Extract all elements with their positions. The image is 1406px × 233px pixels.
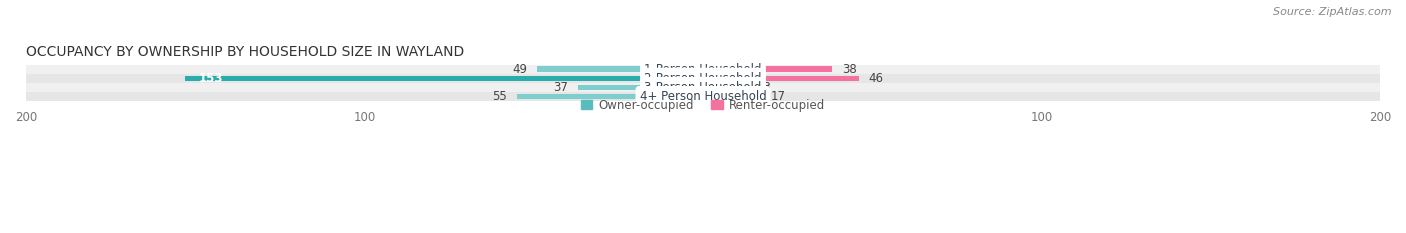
Bar — [703, 66, 831, 72]
Bar — [27, 83, 1379, 92]
Text: 17: 17 — [770, 90, 786, 103]
Bar — [517, 94, 703, 99]
Text: 2-Person Household: 2-Person Household — [644, 72, 762, 85]
Text: 38: 38 — [842, 63, 856, 76]
Bar — [703, 85, 747, 90]
Text: 153: 153 — [198, 72, 224, 85]
Text: 1-Person Household: 1-Person Household — [644, 63, 762, 76]
Legend: Owner-occupied, Renter-occupied: Owner-occupied, Renter-occupied — [576, 94, 830, 116]
Text: 4+ Person Household: 4+ Person Household — [640, 90, 766, 103]
Bar — [703, 94, 761, 99]
Bar — [27, 92, 1379, 101]
Text: 13: 13 — [758, 81, 772, 94]
Bar — [703, 75, 859, 81]
Bar — [537, 66, 703, 72]
Text: 46: 46 — [869, 72, 884, 85]
Text: 3-Person Household: 3-Person Household — [644, 81, 762, 94]
Text: OCCUPANCY BY OWNERSHIP BY HOUSEHOLD SIZE IN WAYLAND: OCCUPANCY BY OWNERSHIP BY HOUSEHOLD SIZE… — [27, 45, 464, 59]
Bar — [186, 75, 703, 81]
Bar — [27, 65, 1379, 74]
Bar — [27, 74, 1379, 83]
Text: 55: 55 — [492, 90, 506, 103]
Text: 37: 37 — [553, 81, 568, 94]
Text: Source: ZipAtlas.com: Source: ZipAtlas.com — [1274, 7, 1392, 17]
Text: 49: 49 — [512, 63, 527, 76]
Bar — [578, 85, 703, 90]
